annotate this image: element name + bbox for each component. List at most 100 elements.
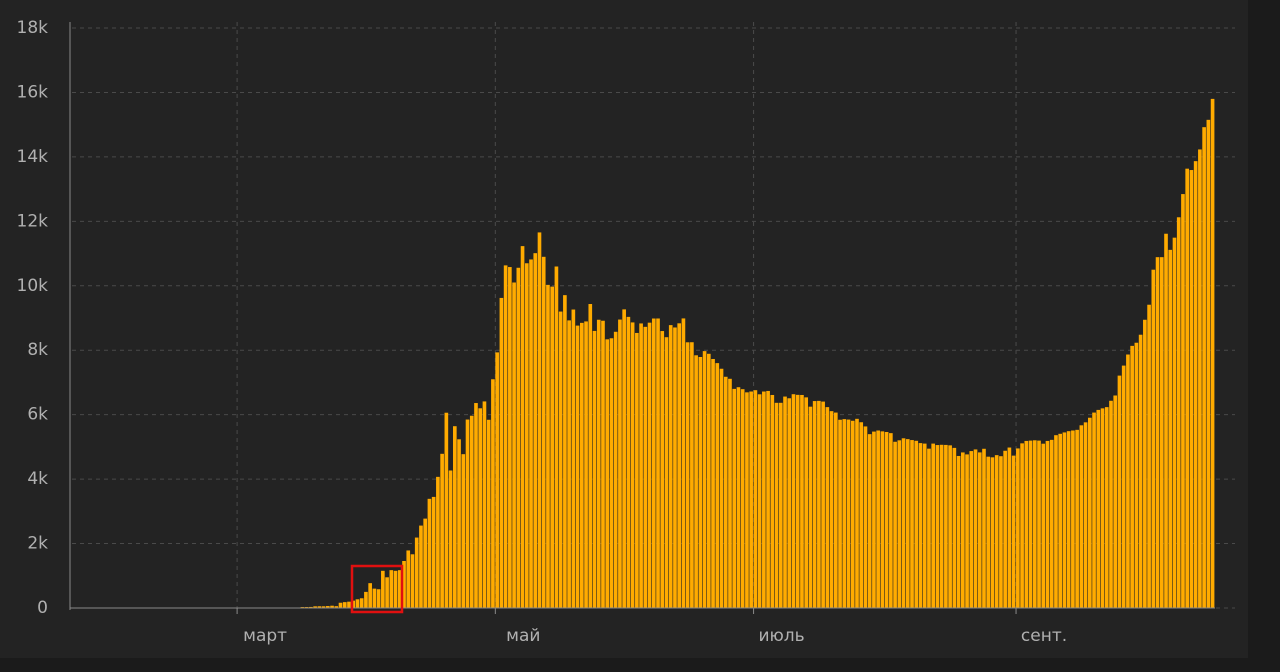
bar xyxy=(453,426,457,608)
bar xyxy=(609,338,614,608)
bar xyxy=(457,439,461,608)
bar xyxy=(414,537,419,608)
bar xyxy=(817,400,821,608)
bar xyxy=(643,326,648,608)
bar xyxy=(431,496,436,608)
bar xyxy=(1075,429,1079,608)
bar xyxy=(702,351,707,608)
y-tick-label: 0 xyxy=(37,598,48,618)
bar xyxy=(656,318,660,608)
bar xyxy=(1159,257,1164,608)
bar xyxy=(872,431,876,608)
bar xyxy=(1117,375,1122,608)
bar xyxy=(952,447,957,608)
bar xyxy=(1202,127,1206,609)
bar xyxy=(1024,440,1029,608)
bar xyxy=(804,397,809,608)
bar xyxy=(1028,440,1033,608)
bar xyxy=(317,606,322,608)
bar xyxy=(592,330,597,608)
bar xyxy=(326,606,330,608)
bar xyxy=(575,325,580,608)
bar xyxy=(944,444,948,608)
x-tick-label: июль xyxy=(758,626,804,646)
bar xyxy=(1138,334,1143,608)
bar xyxy=(863,426,868,608)
bar xyxy=(588,304,593,608)
bar xyxy=(529,259,533,608)
bar xyxy=(1147,304,1151,608)
bar xyxy=(1037,440,1041,608)
bar xyxy=(647,322,652,608)
bar xyxy=(635,332,639,608)
bar xyxy=(698,356,703,608)
bar xyxy=(1206,119,1211,608)
bar xyxy=(613,331,618,608)
bar xyxy=(897,440,902,608)
bar xyxy=(846,419,851,608)
bar xyxy=(516,267,521,608)
bar xyxy=(842,419,847,608)
x-tick-label: сент. xyxy=(1021,626,1067,646)
bar xyxy=(491,379,495,608)
bar xyxy=(681,318,686,608)
bar xyxy=(673,327,677,608)
bar xyxy=(444,412,449,608)
bar xyxy=(901,438,906,608)
bar xyxy=(1003,450,1007,608)
bar xyxy=(338,602,343,608)
bar xyxy=(1172,237,1177,609)
bar xyxy=(685,342,690,608)
bar xyxy=(973,449,978,608)
y-tick-label: 16k xyxy=(17,82,49,102)
bar xyxy=(1092,412,1096,608)
bar xyxy=(766,390,770,608)
bar xyxy=(753,390,758,608)
bar xyxy=(524,263,529,608)
bar xyxy=(618,319,622,608)
bar xyxy=(558,311,563,608)
bar xyxy=(364,591,368,608)
bar xyxy=(478,408,483,608)
bar xyxy=(1126,354,1130,608)
bar xyxy=(1011,455,1016,608)
bar xyxy=(969,451,974,608)
bar xyxy=(965,454,969,608)
bar xyxy=(639,323,643,608)
bar xyxy=(533,253,538,608)
bar xyxy=(482,401,487,608)
bar xyxy=(486,419,491,608)
bar xyxy=(520,246,525,608)
bar xyxy=(783,396,787,608)
bar xyxy=(880,431,885,608)
bar xyxy=(728,378,732,608)
bar xyxy=(711,358,715,608)
bar xyxy=(571,309,576,608)
bar xyxy=(961,452,965,608)
bar xyxy=(715,363,720,608)
bar xyxy=(1016,448,1020,608)
bar xyxy=(1032,440,1037,608)
bar xyxy=(499,297,504,608)
bar xyxy=(1049,439,1054,608)
bar xyxy=(385,577,389,608)
bar xyxy=(994,455,999,608)
bar xyxy=(1100,408,1105,608)
bar xyxy=(1083,422,1088,608)
bar xyxy=(584,321,588,608)
bar xyxy=(736,387,741,608)
bar xyxy=(1143,319,1147,608)
bar xyxy=(495,352,499,608)
bar xyxy=(469,415,474,608)
bar xyxy=(1058,433,1063,608)
bar xyxy=(948,445,952,608)
bar xyxy=(867,434,872,608)
bar xyxy=(1198,149,1202,608)
bars xyxy=(110,98,1215,609)
bar xyxy=(719,368,724,608)
bar xyxy=(982,448,986,608)
bar xyxy=(850,420,855,608)
bar xyxy=(355,599,360,608)
bar xyxy=(397,570,402,608)
